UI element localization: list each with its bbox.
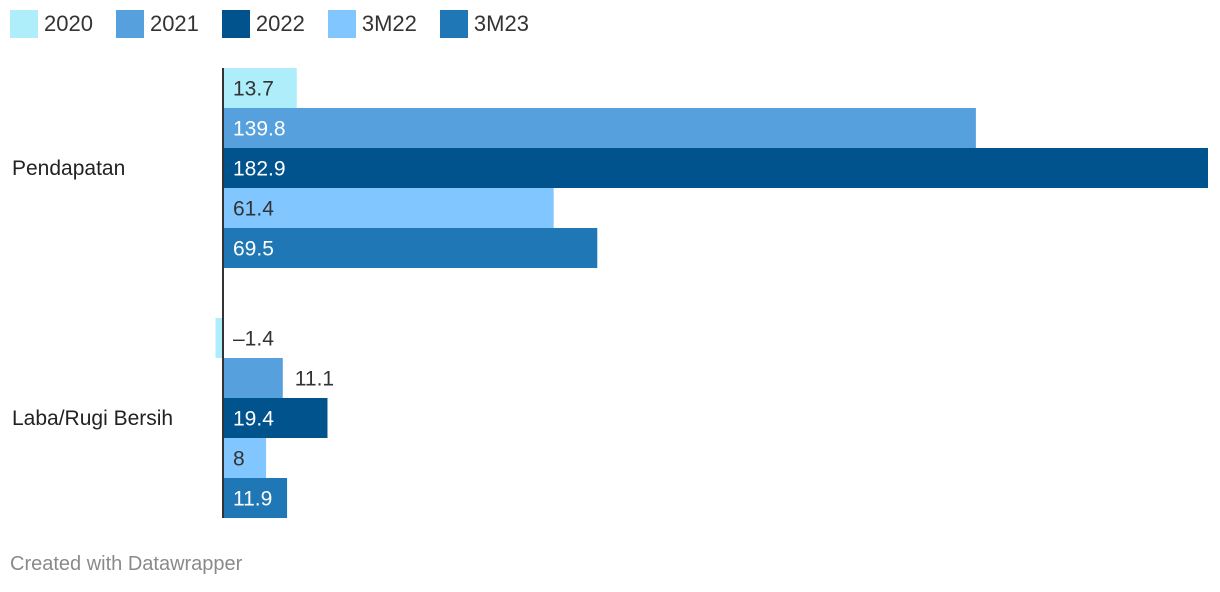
legend-item-2022: 2022: [221, 10, 305, 38]
bar-value-label: 11.9: [233, 488, 272, 511]
legend-label: 3M22: [361, 11, 417, 36]
bar-pendapatan-2020: [223, 68, 297, 108]
legend-swatch: [221, 10, 250, 38]
bar-pendapatan-2022: [223, 148, 1208, 188]
bar-value-label: 13.7: [233, 78, 274, 101]
legend-swatch: [327, 10, 356, 38]
bar-value-label: –1.4: [233, 328, 274, 351]
legend-item-3m22: 3M22: [327, 10, 417, 38]
legend-swatch: [439, 10, 468, 38]
chart-legend: 2020 2021 2022 3M22 3M23: [10, 8, 552, 40]
bar-pendapatan-3m23: [223, 228, 598, 268]
footer-credit: Created with Datawrapper: [10, 553, 243, 575]
legend-item-3m23: 3M23: [439, 10, 529, 38]
bar-value-label: 19.4: [233, 408, 274, 431]
bar-laba-rugi-bersih-2021: [223, 358, 283, 398]
legend-label: 2021: [149, 11, 199, 36]
bar-laba-rugi-bersih-2022: [223, 398, 328, 438]
category-label-pendapatan: Pendapatan: [12, 157, 125, 180]
category-label-laba-rugi-bersih: Laba/Rugi Bersih: [12, 407, 173, 430]
bar-laba-rugi-bersih-3m23: [223, 478, 288, 518]
bar-value-label: 69.5: [233, 238, 274, 261]
bar-pendapatan-2021: [223, 108, 976, 148]
legend-item-2020: 2020: [10, 10, 93, 38]
bar-value-label: 139.8: [233, 118, 286, 141]
legend-swatch: [115, 10, 144, 38]
bar-laba-rugi-bersih-3m22: [223, 438, 267, 478]
bar-laba-rugi-bersih-2020: [215, 318, 223, 358]
legend-item-2021: 2021: [115, 10, 199, 38]
legend-label: 2020: [44, 11, 93, 36]
bar-value-label: 61.4: [233, 198, 274, 221]
bar-pendapatan-3m22: [223, 188, 554, 228]
legend-label: 2022: [255, 11, 305, 36]
bar-value-label: 8: [233, 448, 245, 471]
bar-value-label: 11.1: [295, 368, 334, 391]
bar-value-label: 182.9: [233, 158, 286, 181]
legend-label: 3M23: [473, 11, 529, 36]
legend-swatch: [10, 10, 38, 38]
